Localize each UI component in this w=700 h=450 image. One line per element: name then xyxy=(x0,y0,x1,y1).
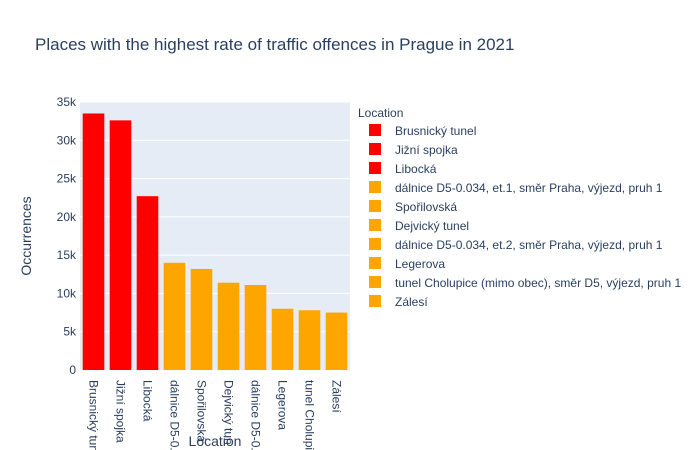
legend-swatch xyxy=(369,143,381,155)
bar[interactable] xyxy=(109,120,132,371)
y-tick-label: 15k xyxy=(57,248,77,262)
legend-item[interactable]: dálnice D5-0.034, et.1, směr Praha, výje… xyxy=(369,181,663,195)
x-tick-label: Libocká xyxy=(141,380,155,422)
y-tick-label: 35k xyxy=(57,95,77,109)
legend-swatch xyxy=(369,238,381,250)
y-tick-label: 25k xyxy=(57,172,77,186)
legend-item[interactable]: Dejvický tunel xyxy=(369,219,469,233)
legend-swatch xyxy=(369,257,381,269)
legend-swatch xyxy=(369,276,381,288)
bar[interactable] xyxy=(244,285,267,370)
legend-swatch xyxy=(369,200,381,212)
y-axis-title: Occurrences xyxy=(18,196,34,275)
x-tick-label: dálnice D5-0. xyxy=(168,380,182,450)
legend-item[interactable]: Zálesí xyxy=(369,295,428,309)
legend-swatch xyxy=(369,124,381,136)
y-axis-ticks: 0 5k 10k 15k 20k 25k 30k 35k xyxy=(57,95,77,377)
legend-item[interactable]: Legerova xyxy=(369,257,445,271)
y-tick-label: 30k xyxy=(57,133,77,147)
legend-item[interactable]: Brusnický tunel xyxy=(369,124,476,138)
legend-item[interactable]: dálnice D5-0.034, et.2, směr Praha, výje… xyxy=(369,238,663,252)
bar[interactable] xyxy=(163,262,186,370)
chart-title: Places with the highest rate of traffic … xyxy=(35,35,514,54)
legend-label: Libocká xyxy=(395,162,437,176)
x-tick-label: Jižní spojka xyxy=(114,380,128,443)
bar[interactable] xyxy=(271,308,294,370)
bar[interactable] xyxy=(298,310,321,370)
bar[interactable] xyxy=(325,312,348,370)
x-tick-label: tunel Cholupi xyxy=(303,380,317,450)
legend-swatch xyxy=(369,162,381,174)
bar[interactable] xyxy=(217,282,240,370)
legend-item[interactable]: tunel Cholupice (mimo obec), směr D5, vý… xyxy=(369,276,681,290)
legend-item[interactable]: Spořilovská xyxy=(369,200,457,214)
bar[interactable] xyxy=(136,196,159,370)
x-tick-label: Zálesí xyxy=(330,380,344,413)
legend-swatch xyxy=(369,181,381,193)
x-axis-ticks: Brusnický tun Jižní spojka Libocká dálnice … xyxy=(87,380,344,450)
bar[interactable] xyxy=(190,268,213,370)
y-tick-label: 0 xyxy=(69,363,76,377)
legend-label: tunel Cholupice (mimo obec), směr D5, vý… xyxy=(395,276,681,290)
legend-item[interactable]: Jižní spojka xyxy=(369,143,458,157)
x-tick-label: Brusnický tun xyxy=(87,380,101,450)
y-tick-label: 20k xyxy=(57,210,77,224)
x-axis-title: Location xyxy=(189,433,242,449)
legend-label: Zálesí xyxy=(395,295,428,309)
legend-label: Legerova xyxy=(395,257,445,271)
legend-label: Jižní spojka xyxy=(395,143,458,157)
bars xyxy=(82,113,348,371)
y-tick-label: 5k xyxy=(63,325,77,339)
legend-label: Dejvický tunel xyxy=(395,219,469,233)
bar[interactable] xyxy=(82,113,105,370)
y-tick-label: 10k xyxy=(57,286,77,300)
legend-label: dálnice D5-0.034, et.1, směr Praha, výje… xyxy=(395,181,663,195)
legend-label: Spořilovská xyxy=(395,200,457,214)
legend-title: Location xyxy=(358,106,403,120)
legend-swatch xyxy=(369,295,381,307)
legend-items: Brusnický tunel Jižní spojka Libocká dálnic… xyxy=(369,124,681,309)
x-tick-label: dálnice D5-0. xyxy=(249,380,263,450)
legend[interactable]: Location Brusnický tunel Jižní spojka Libo… xyxy=(358,106,681,309)
x-tick-label: Dejvický tun xyxy=(222,380,236,445)
legend-swatch xyxy=(369,219,381,231)
legend-label: Brusnický tunel xyxy=(395,124,476,138)
x-tick-label: Spořilovská xyxy=(195,380,209,442)
legend-label: dálnice D5-0.034, et.2, směr Praha, výje… xyxy=(395,238,663,252)
x-tick-label: Legerova xyxy=(276,380,290,430)
legend-item[interactable]: Libocká xyxy=(369,162,437,176)
